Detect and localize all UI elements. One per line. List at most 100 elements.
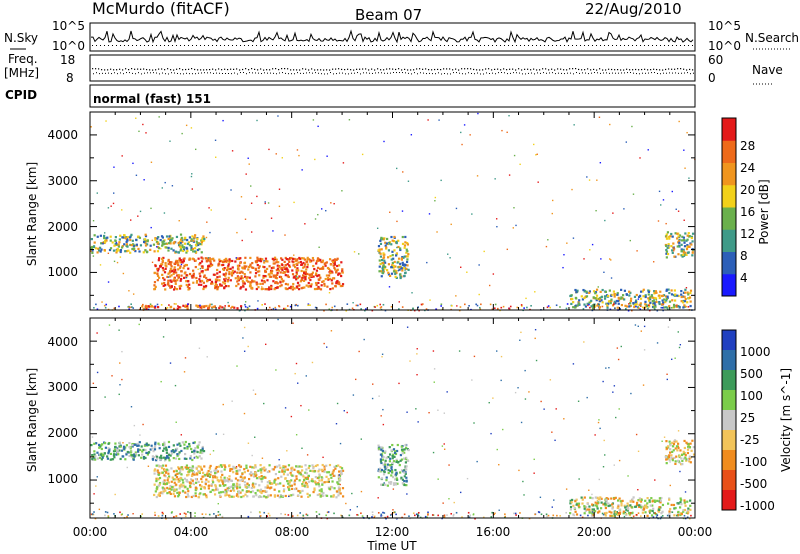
ground-cell <box>676 304 678 307</box>
data-cell <box>183 457 186 460</box>
data-cell <box>377 447 381 450</box>
freq-dot <box>176 68 178 70</box>
nsearch-dot <box>212 45 213 46</box>
data-cell <box>672 242 675 245</box>
noise-cell <box>209 453 211 456</box>
data-cell <box>660 512 663 515</box>
noise-cell <box>536 153 538 155</box>
nsearch-dot <box>668 45 669 46</box>
data-cell <box>332 474 335 478</box>
data-cell <box>210 484 213 487</box>
data-cell <box>155 487 158 490</box>
data-cell <box>209 263 212 266</box>
data-cell <box>224 479 227 482</box>
ground-cell <box>384 309 387 312</box>
noise-cell <box>552 199 554 202</box>
nsearch-dot <box>244 45 245 46</box>
data-cell <box>153 284 156 287</box>
data-cell <box>159 491 162 495</box>
power-panel: Slant Range [km] 1000 2000 3000 4000 <box>25 111 696 312</box>
data-cell <box>600 497 603 500</box>
data-cell <box>665 252 668 255</box>
data-cell <box>133 455 136 458</box>
nave-dot <box>597 72 598 74</box>
data-cell <box>202 471 205 474</box>
data-cell <box>93 234 96 237</box>
data-cell <box>98 246 102 249</box>
nave-dot <box>147 72 148 74</box>
data-cell <box>232 471 235 474</box>
data-cell <box>296 267 299 270</box>
velocity-ylabel: Slant Range [km] <box>25 368 39 472</box>
noise-cell <box>637 325 639 327</box>
freq-label: Freq. <box>8 52 38 66</box>
data-cell <box>652 507 655 510</box>
nave-dot <box>669 72 670 74</box>
data-cell <box>225 260 228 264</box>
data-cell <box>144 234 148 238</box>
data-cell <box>175 447 179 450</box>
data-cell <box>178 451 181 454</box>
data-cell <box>298 275 301 278</box>
data-cell <box>150 444 153 447</box>
noise-cell <box>346 411 348 414</box>
data-cell <box>611 514 614 517</box>
data-cell <box>598 510 601 513</box>
data-cell <box>398 463 401 467</box>
data-cell <box>177 251 180 254</box>
cpid-mode: normal (fast) 151 <box>93 92 211 106</box>
data-cell <box>330 476 333 479</box>
data-cell <box>338 470 341 473</box>
data-cell <box>228 478 231 481</box>
data-cell <box>251 261 254 265</box>
ground-cell <box>601 305 604 308</box>
freq-dot <box>521 69 523 71</box>
ground-cell <box>127 514 129 516</box>
data-cell <box>186 493 189 496</box>
ground-cell <box>446 514 448 516</box>
data-cell <box>679 513 682 517</box>
data-cell <box>179 259 182 262</box>
data-cell <box>98 443 101 447</box>
data-cell <box>291 260 294 263</box>
data-cell <box>210 282 213 285</box>
freq-dot <box>392 68 394 70</box>
data-cell <box>657 510 660 513</box>
data-cell <box>161 471 164 474</box>
data-cell <box>648 305 651 308</box>
data-cell <box>159 265 162 268</box>
ground-cell <box>395 513 397 516</box>
data-cell <box>179 238 183 241</box>
data-cell <box>585 295 589 298</box>
noise-cell <box>514 391 517 394</box>
data-cell <box>190 246 193 250</box>
data-cell <box>282 468 286 471</box>
data-cell <box>262 276 265 279</box>
freq-dot <box>326 69 328 71</box>
data-cell <box>257 469 260 472</box>
data-cell <box>169 487 172 490</box>
ground-cell <box>287 514 290 516</box>
noise-cell <box>673 250 675 252</box>
data-cell <box>90 443 93 447</box>
noise-cell <box>308 409 310 411</box>
data-cell <box>604 514 607 517</box>
noise-cell <box>411 292 413 294</box>
noise-cell <box>678 120 680 123</box>
noise-cell <box>599 427 601 430</box>
data-cell <box>671 235 674 238</box>
data-cell <box>178 266 182 270</box>
data-cell <box>224 277 227 280</box>
nsearch-dot <box>468 45 469 46</box>
data-cell <box>395 240 398 243</box>
data-cell <box>647 299 651 302</box>
noise-cell <box>460 266 462 268</box>
data-cell <box>194 234 197 237</box>
data-cell <box>630 297 633 300</box>
freq-dot <box>170 69 172 71</box>
data-cell <box>316 493 319 497</box>
data-cell <box>301 274 305 277</box>
freq-dot <box>149 69 151 71</box>
data-cell <box>166 275 169 279</box>
data-cell <box>385 456 388 459</box>
